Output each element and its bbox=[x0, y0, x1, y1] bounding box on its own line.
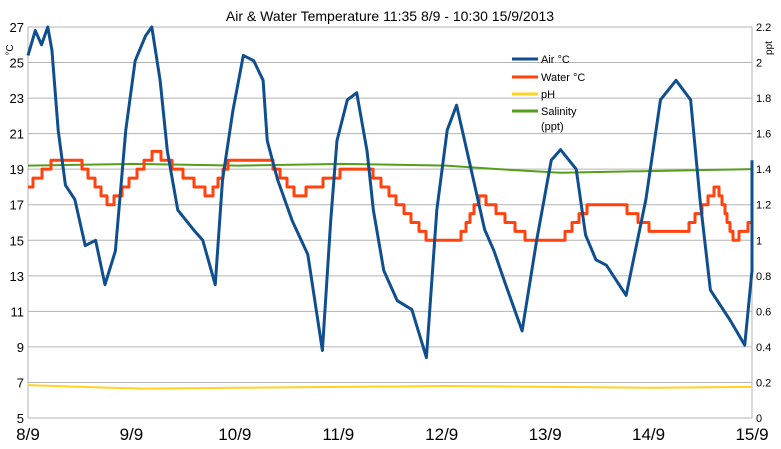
y-tick-label: 13 bbox=[10, 269, 24, 284]
legend-label: Air °C bbox=[541, 54, 570, 66]
y-tick-label: 21 bbox=[10, 127, 24, 142]
y-tick-label: 15 bbox=[10, 233, 24, 248]
x-tick-label: 12/9 bbox=[425, 425, 458, 444]
y2-tick-label: 0 bbox=[756, 413, 762, 425]
y2-tick-label: 0.4 bbox=[756, 342, 771, 354]
legend-label: (ppt) bbox=[541, 121, 564, 133]
x-tick-label: 9/9 bbox=[120, 425, 144, 444]
x-tick-label: 8/9 bbox=[16, 425, 40, 444]
legend-label: Water °C bbox=[541, 72, 585, 84]
series-line-ph bbox=[27, 384, 753, 390]
y2-tick-label: 0.2 bbox=[756, 377, 771, 389]
y2-tick-label: 2 bbox=[756, 58, 762, 70]
y2-tick-label: 0.6 bbox=[756, 306, 771, 318]
legend-label: Salinity bbox=[541, 106, 577, 118]
x-tick-label: 15/9 bbox=[735, 425, 768, 444]
y-tick-label: 25 bbox=[10, 56, 24, 71]
x-tick-label: 11/9 bbox=[322, 425, 354, 444]
series-line-water-c bbox=[27, 149, 753, 242]
y2-tick-label: 2.2 bbox=[756, 22, 771, 34]
y-tick-label: 5 bbox=[17, 411, 24, 426]
legend: Air °C Water °C pH Salinity (ppt) bbox=[512, 54, 585, 133]
y-tick-label: 11 bbox=[11, 304, 25, 319]
y-tick-label: 19 bbox=[10, 162, 24, 177]
y2-tick-label: 1 bbox=[756, 235, 762, 247]
y-tick-label: 9 bbox=[17, 340, 24, 355]
y2-tick-label: 1.2 bbox=[756, 200, 771, 212]
series-line-air-c bbox=[26, 25, 754, 360]
y-axis-label: °C bbox=[5, 44, 16, 55]
y-tick-label: 17 bbox=[10, 198, 24, 213]
y2-tick-label: 1.4 bbox=[756, 164, 771, 176]
x-tick-label: 10/9 bbox=[218, 425, 251, 444]
y2-tick-label: 1.8 bbox=[756, 93, 771, 105]
y-tick-label: 27 bbox=[10, 20, 24, 35]
chart-title: Air & Water Temperature 11:35 8/9 - 10:3… bbox=[226, 8, 554, 24]
y2-tick-label: 1.6 bbox=[756, 129, 771, 141]
x-tick-label: 14/9 bbox=[632, 425, 665, 444]
y2-tick-label: 0.8 bbox=[756, 271, 771, 283]
y-tick-label: 7 bbox=[17, 375, 24, 390]
legend-label: pH bbox=[541, 89, 555, 101]
y2-axis-label: ppt bbox=[764, 41, 775, 55]
y-tick-label: 23 bbox=[10, 91, 24, 106]
x-tick-label: 13/9 bbox=[529, 425, 562, 444]
